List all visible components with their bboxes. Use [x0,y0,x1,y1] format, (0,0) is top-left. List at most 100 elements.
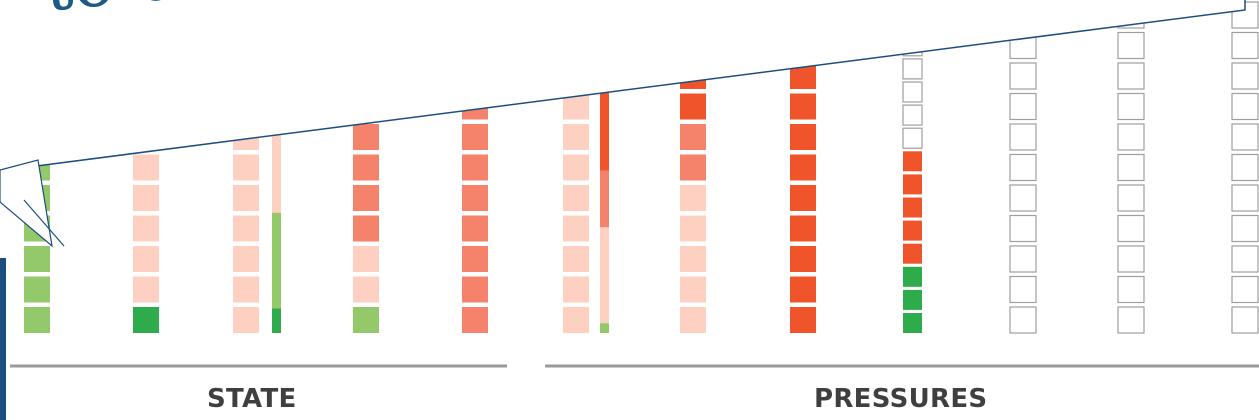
block-11-0 [1009,306,1037,334]
block-6-0 [563,307,589,333]
block-2-4 [233,185,259,211]
block-0-0 [24,307,50,333]
block-1-1 [133,276,159,303]
bar-segment-3-0 [272,308,281,333]
callout-layer [0,0,1246,248]
block-8-5 [680,154,706,181]
block-8-0 [680,307,706,333]
state-group-label: STATE [207,384,297,414]
block-13-9 [1231,31,1259,60]
block-10-3 [903,243,922,264]
block-2-1 [233,276,259,303]
block-13-8 [1231,62,1259,90]
block-9-7 [790,93,816,120]
block-8-1 [680,276,706,303]
bar-segment-7-2 [600,170,609,228]
block-11-6 [1009,123,1037,151]
block-1-5 [133,154,159,181]
block-4-5 [353,154,379,181]
block-1-4 [133,185,159,211]
block-4-3 [353,215,379,242]
block-5-5 [462,154,488,181]
callout-fold-crease [23,199,65,247]
block-12-9 [1117,31,1145,60]
block-11-2 [1009,245,1037,273]
block-12-6 [1117,123,1145,151]
block-9-3 [790,215,816,242]
block-11-1 [1009,275,1037,304]
block-4-4 [353,185,379,211]
block-5-4 [462,185,488,211]
block-6-6 [563,124,589,150]
bar-segment-7-3 [600,87,609,171]
block-6-3 [563,215,589,242]
pressures-group-label: PRESSURES [814,384,988,414]
block-13-7 [1231,92,1259,121]
block-6-5 [563,154,589,181]
block-6-4 [563,185,589,211]
block-5-2 [462,246,488,272]
bar-segment-3-2 [272,129,281,213]
block-10-2 [903,266,922,287]
block-4-0 [353,307,379,333]
block-12-5 [1117,153,1145,182]
callout-banner [0,0,1246,172]
block-10-8 [902,127,923,149]
block-0-1 [24,276,50,303]
block-2-0 [233,307,259,333]
block-4-1 [353,276,379,303]
block-10-1 [903,289,922,310]
block-0-2 [24,246,50,272]
block-8-6 [680,124,706,150]
block-8-2 [680,246,706,272]
block-10-4 [903,220,922,241]
block-13-0 [1231,306,1259,334]
block-12-3 [1117,214,1145,243]
block-9-5 [790,154,816,181]
block-13-1 [1231,275,1259,304]
block-10-6 [903,174,922,195]
block-11-5 [1009,153,1037,182]
block-11-7 [1009,92,1037,121]
block-4-6 [353,124,379,150]
block-10-7 [903,151,922,172]
block-2-3 [233,215,259,242]
block-11-3 [1009,214,1037,243]
block-8-7 [680,93,706,120]
block-13-6 [1231,123,1259,151]
block-13-2 [1231,245,1259,273]
block-9-1 [790,276,816,303]
block-10-5 [903,197,922,218]
block-10-10 [902,81,923,103]
block-9-0 [790,307,816,333]
bar-segment-3-1 [272,212,281,309]
block-11-8 [1009,62,1037,90]
block-9-2 [790,246,816,272]
block-12-4 [1117,184,1145,212]
block-13-5 [1231,153,1259,182]
block-9-4 [790,185,816,211]
block-2-5 [233,154,259,181]
block-5-1 [462,276,488,303]
block-10-0 [903,313,922,333]
bar-segment-7-0 [600,323,609,333]
block-5-0 [462,307,488,333]
block-1-0 [133,307,159,333]
block-12-7 [1117,92,1145,121]
block-2-2 [233,246,259,272]
bar-segment-7-1 [600,227,609,324]
block-5-3 [462,215,488,242]
block-5-6 [462,124,488,150]
block-6-2 [563,246,589,272]
block-9-6 [790,124,816,150]
block-12-8 [1117,62,1145,90]
block-12-1 [1117,275,1145,304]
block-6-1 [563,276,589,303]
block-12-2 [1117,245,1145,273]
block-13-3 [1231,214,1259,243]
block-8-4 [680,185,706,211]
block-10-11 [902,58,923,80]
block-10-9 [902,104,923,126]
left-accent-rule [0,258,6,420]
